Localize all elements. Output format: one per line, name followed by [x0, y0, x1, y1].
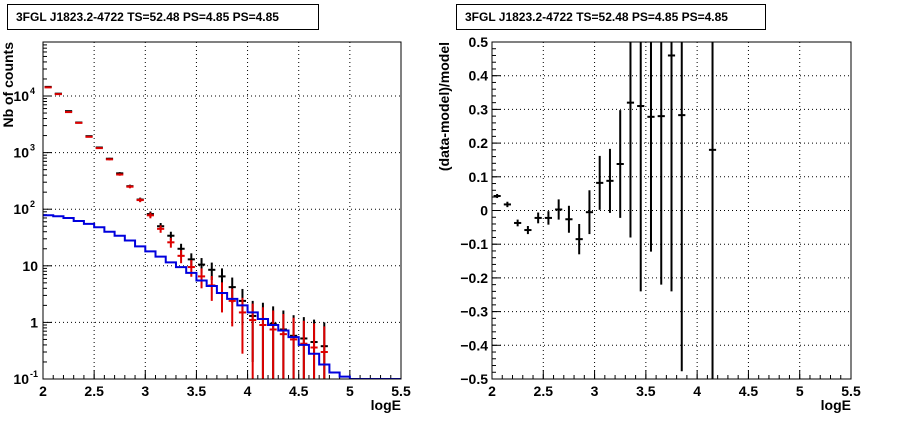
residual-y-tick-label: −0.5	[460, 371, 488, 387]
counts-y-tick-label: 10	[13, 88, 29, 104]
counts-x-tick-label: 4	[244, 383, 252, 399]
residual-y-tick-label: −0.1	[460, 236, 488, 252]
right-plot-title: 3FGL J1823.2-4722 TS=52.48 PS=4.85 PS=4.…	[456, 4, 766, 30]
residual-y-axis-label: (data-model)/model	[436, 42, 452, 171]
residual-x-tick-label: 2.5	[534, 383, 554, 399]
counts-x-tick-label: 2	[39, 383, 47, 399]
residual-x-axis-label: logE	[821, 397, 851, 413]
residual-x-tick-label: 4	[693, 383, 701, 399]
residual-y-tick-label: −0.3	[460, 304, 488, 320]
counts-x-tick-label: 2.5	[84, 383, 104, 399]
residual-x-tick-label: 5.5	[841, 383, 861, 399]
counts-model-step-line	[43, 214, 401, 379]
residual-x-tick-label: 5	[796, 383, 804, 399]
counts-y-axis-label: Nb of counts	[0, 42, 16, 128]
residual-y-tick-label: 0.2	[469, 135, 489, 151]
counts-y-tick-exponent: 4	[30, 86, 35, 96]
counts-y-tick-label: 10	[22, 258, 38, 274]
residual-frame	[491, 41, 852, 380]
counts-y-tick-label: 1	[30, 314, 38, 330]
counts-x-tick-label: 5	[346, 383, 354, 399]
residual-y-tick-label: 0.5	[469, 34, 489, 50]
residuals-plot: 2 2.5 3 3.5 4 4.5 5 5.5 −0.5 −0.4 −0.3 −0.2 −0.1 0 0.1…	[436, 34, 861, 413]
counts-series-group	[43, 85, 401, 379]
residual-y-tick-label: 0.1	[469, 169, 489, 185]
left-plot-title: 3FGL J1823.2-4722 TS=52.48 PS=4.85 PS=4.…	[7, 4, 319, 30]
counts-frame	[42, 41, 402, 380]
residual-y-tick-label: 0.3	[469, 101, 489, 117]
counts-y-tick-label: 10	[13, 371, 29, 387]
residual-x-tick-label: 4.5	[739, 383, 759, 399]
residual-y-tick-label: −0.4	[460, 337, 488, 353]
residual-series-group	[493, 42, 717, 379]
counts-y-tick-exponent: 2	[30, 199, 35, 209]
residual-y-tick-label: 0.4	[469, 68, 489, 84]
counts-x-tick-label: 3.5	[187, 383, 207, 399]
counts-x-axis-label: logE	[371, 397, 401, 413]
counts-x-tick-label: 3	[141, 383, 149, 399]
counts-y-tick-exponent: 3	[30, 143, 35, 153]
counts-y-tick-label: 10	[13, 201, 29, 217]
counts-y-tick-exponent: -1	[30, 369, 38, 379]
counts-x-tick-label: 4.5	[289, 383, 309, 399]
residual-x-tick-label: 3	[591, 383, 599, 399]
residual-y-tick-label: 0	[480, 203, 488, 219]
residual-x-tick-label: 3.5	[636, 383, 656, 399]
counts-y-tick-label: 10	[13, 145, 29, 161]
counts-x-tick-label: 5.5	[391, 383, 411, 399]
residual-x-tick-label: 2	[488, 383, 496, 399]
residual-y-tick-label: −0.2	[460, 270, 488, 286]
